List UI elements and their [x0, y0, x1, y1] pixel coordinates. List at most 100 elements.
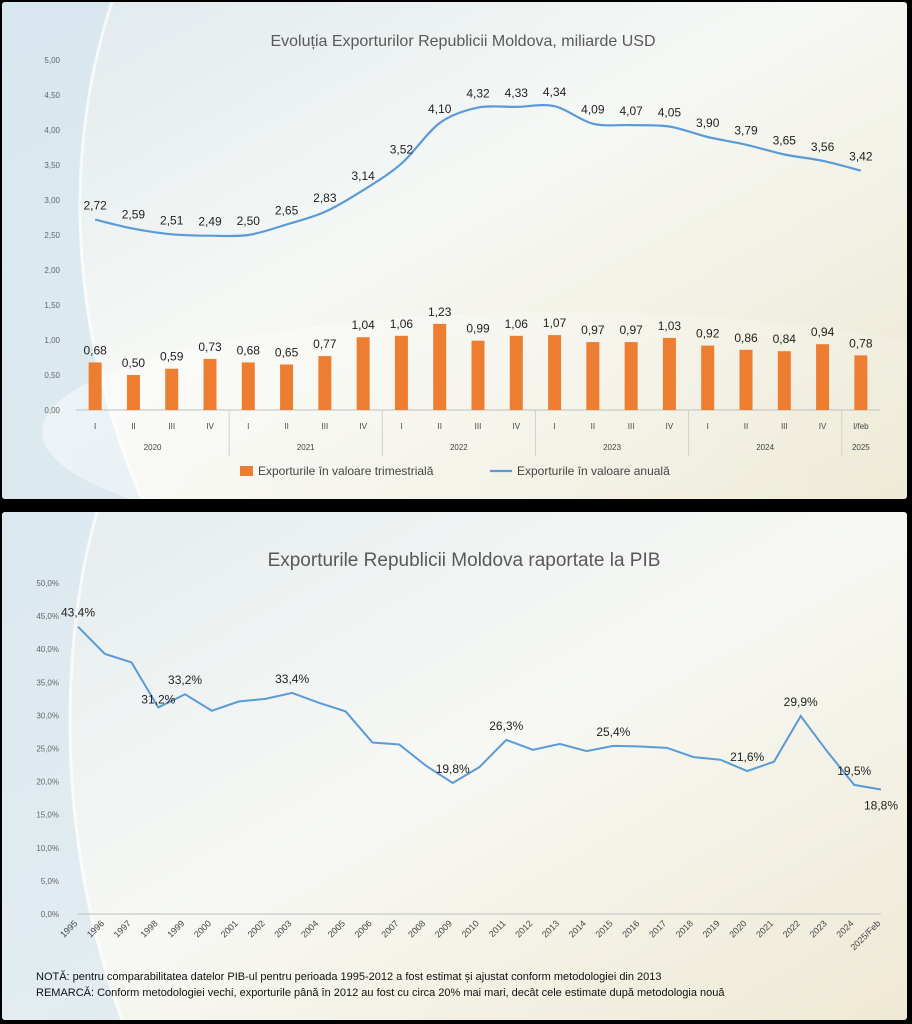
quarter-tick-label: II	[591, 422, 595, 431]
y-tick-label: 50,0%	[36, 579, 59, 588]
bar-value-label: 0,73	[198, 340, 222, 354]
legend-line-label: Exporturile în valoare anuală	[517, 464, 670, 478]
y-tick-label: 25,0%	[36, 745, 59, 754]
y-tick-label: 0,0%	[41, 910, 59, 919]
exports-gdp-chart-panel: Exporturile Republicii Moldova raportate…	[2, 512, 907, 1020]
x-tick-label: 1996	[85, 918, 106, 939]
exports-gdp-line-chart: Exporturile Republicii Moldova raportate…	[36, 550, 898, 952]
y-tick-label: 15,0%	[36, 811, 59, 820]
line-value-label: 2,72	[83, 199, 107, 213]
export-chart-panel: Evoluția Exporturilor Republicii Moldova…	[2, 2, 907, 499]
x-tick-label: 2010	[460, 918, 481, 939]
quarterly-bar	[509, 335, 523, 410]
x-tick-label: 2019	[701, 918, 722, 939]
point-value-label: 19,8%	[436, 762, 470, 776]
bar-value-label: 1,04	[351, 318, 375, 332]
x-tick-label: 2001	[219, 918, 240, 939]
x-tick-label: 2009	[433, 918, 454, 939]
line-value-label: 2,51	[160, 213, 184, 227]
y-tick-label: 40,0%	[36, 645, 59, 654]
y-tick-label: 4,00	[44, 126, 60, 135]
quarterly-bar	[548, 335, 562, 410]
x-tick-label: 2013	[540, 918, 561, 939]
line-value-label: 3,90	[696, 116, 720, 130]
point-value-label: 43,4%	[61, 606, 95, 620]
quarterly-bar	[241, 362, 255, 410]
bar-value-label: 0,77	[313, 337, 337, 351]
x-tick-label: 2024	[834, 918, 855, 939]
quarter-tick-label: I	[707, 422, 709, 431]
y-tick-label: 10,0%	[36, 844, 59, 853]
y-tick-label: 45,0%	[36, 612, 59, 621]
year-group-label: 2024	[756, 443, 774, 452]
legend-bar-swatch	[240, 466, 253, 476]
bar-value-label: 0,68	[237, 343, 261, 357]
line-value-label: 4,34	[543, 85, 567, 99]
line-value-label: 3,56	[811, 140, 835, 154]
point-value-label: 19,5%	[837, 764, 871, 778]
x-tick-label: 2003	[272, 918, 293, 939]
year-group-label: 2022	[450, 443, 468, 452]
y-tick-label: 0,00	[44, 406, 60, 415]
line-value-label: 4,33	[505, 86, 529, 100]
y-tick-label: 35,0%	[36, 678, 59, 687]
x-tick-label: 2023	[808, 918, 829, 939]
quarter-tick-label: I/feb	[853, 422, 869, 431]
x-tick-label: 1998	[138, 918, 159, 939]
x-tick-label: 2005	[326, 918, 347, 939]
quarter-tick-label: IV	[359, 422, 367, 431]
quarterly-bar	[433, 323, 447, 410]
line-value-label: 4,07	[619, 104, 643, 118]
x-tick-label: 2022	[781, 918, 802, 939]
point-value-label: 33,4%	[275, 672, 309, 686]
y-tick-label: 3,50	[44, 161, 60, 170]
quarterly-bar	[280, 364, 294, 410]
x-tick-label: 2014	[567, 918, 588, 939]
bar-value-label: 0,92	[696, 327, 720, 341]
bar-value-label: 1,06	[505, 317, 529, 331]
x-tick-label: 2015	[594, 918, 615, 939]
bar-value-label: 0,86	[734, 331, 758, 345]
quarter-tick-label: III	[168, 422, 175, 431]
bar-value-label: 1,23	[428, 305, 452, 319]
year-group-label: 2025	[852, 443, 870, 452]
chart-title: Exporturile Republicii Moldova raportate…	[268, 550, 661, 571]
x-tick-label: 2018	[674, 918, 695, 939]
year-group-label: 2023	[603, 443, 621, 452]
line-value-label: 4,05	[658, 106, 682, 120]
x-tick-label: 1997	[112, 918, 133, 939]
y-tick-label: 3,00	[44, 196, 60, 205]
quarter-tick-label: IV	[513, 422, 521, 431]
quarterly-bar	[624, 342, 638, 410]
line-value-label: 4,32	[466, 87, 490, 101]
bar-value-label: 0,59	[160, 350, 184, 364]
x-tick-label: 2004	[299, 918, 320, 939]
y-tick-label: 20,0%	[36, 778, 59, 787]
quarter-tick-label: IV	[206, 422, 214, 431]
quarter-tick-label: III	[322, 422, 329, 431]
methodology-note: NOTĂ: pentru comparabilitatea datelor PI…	[36, 971, 662, 983]
chart-title: Evoluția Exporturilor Republicii Moldova…	[270, 33, 655, 50]
x-tick-label: 2006	[353, 918, 374, 939]
legend-bar-label: Exporturile în valoare trimestrială	[258, 464, 434, 478]
line-value-label: 2,65	[275, 204, 299, 218]
line-value-label: 3,42	[849, 150, 873, 164]
quarter-tick-label: I	[553, 422, 555, 431]
y-tick-label: 0,50	[44, 371, 60, 380]
line-value-label: 2,59	[122, 208, 146, 222]
quarter-tick-label: IV	[819, 422, 827, 431]
quarterly-bar	[777, 351, 791, 410]
quarterly-bar	[394, 335, 408, 410]
quarterly-bar	[854, 355, 868, 410]
line-value-label: 3,65	[773, 134, 797, 148]
quarterly-bar	[318, 356, 332, 410]
point-value-label: 21,6%	[730, 750, 764, 764]
y-tick-label: 4,50	[44, 91, 60, 100]
bar-value-label: 0,94	[811, 325, 835, 339]
quarter-tick-label: III	[628, 422, 635, 431]
y-tick-label: 5,00	[44, 56, 60, 65]
bar-value-label: 0,50	[122, 356, 146, 370]
quarterly-bar	[662, 337, 676, 410]
y-tick-label: 1,00	[44, 336, 60, 345]
point-value-label: 25,4%	[596, 725, 630, 739]
